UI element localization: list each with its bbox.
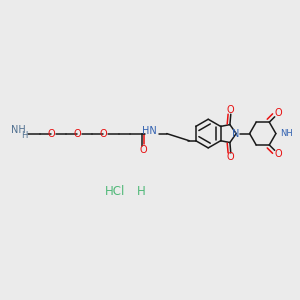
Text: H: H bbox=[21, 131, 28, 140]
Text: N: N bbox=[232, 129, 240, 139]
Text: O: O bbox=[227, 105, 235, 115]
Text: O: O bbox=[139, 145, 147, 155]
Text: O: O bbox=[73, 129, 81, 139]
Text: NH: NH bbox=[11, 125, 25, 135]
Text: O: O bbox=[274, 108, 282, 118]
Text: O: O bbox=[227, 152, 235, 163]
Text: HN: HN bbox=[142, 126, 157, 136]
Text: NH: NH bbox=[280, 129, 293, 138]
Text: HCl: HCl bbox=[105, 185, 126, 198]
Text: O: O bbox=[274, 149, 282, 159]
Text: O: O bbox=[100, 129, 107, 139]
Text: H: H bbox=[136, 185, 145, 198]
Text: O: O bbox=[47, 129, 55, 139]
